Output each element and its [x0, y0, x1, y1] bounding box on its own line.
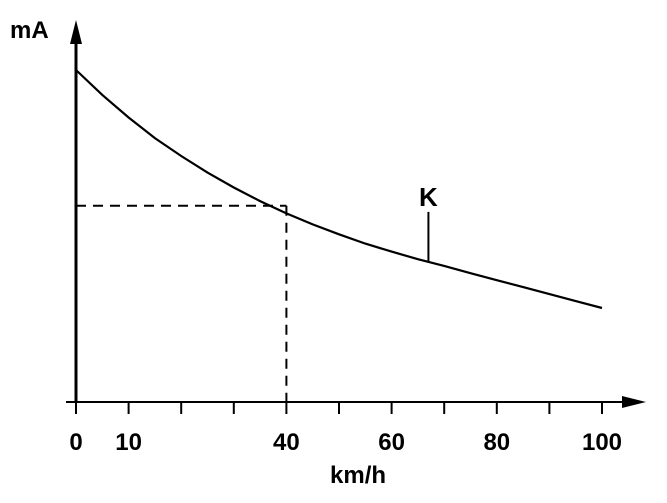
annotation-label: K — [419, 182, 438, 212]
y-axis-label: mA — [10, 17, 49, 44]
reference-lines — [76, 204, 288, 402]
x-tick-label: 0 — [69, 429, 82, 456]
x-tick-label: 100 — [582, 429, 622, 456]
x-tick-label: 10 — [115, 429, 142, 456]
annotations: K — [419, 182, 438, 262]
x-ticks — [75, 402, 603, 414]
x-tick-label: 80 — [483, 429, 510, 456]
series-line — [75, 69, 603, 310]
y-axis-arrow — [70, 20, 82, 44]
x-axis-label: km/h — [330, 462, 386, 489]
x-tick-labels: 0 10 40 60 80 100 — [69, 429, 622, 456]
x-axis-arrow — [622, 396, 646, 408]
x-tick-label: 40 — [273, 429, 300, 456]
x-tick-label: 60 — [378, 429, 405, 456]
